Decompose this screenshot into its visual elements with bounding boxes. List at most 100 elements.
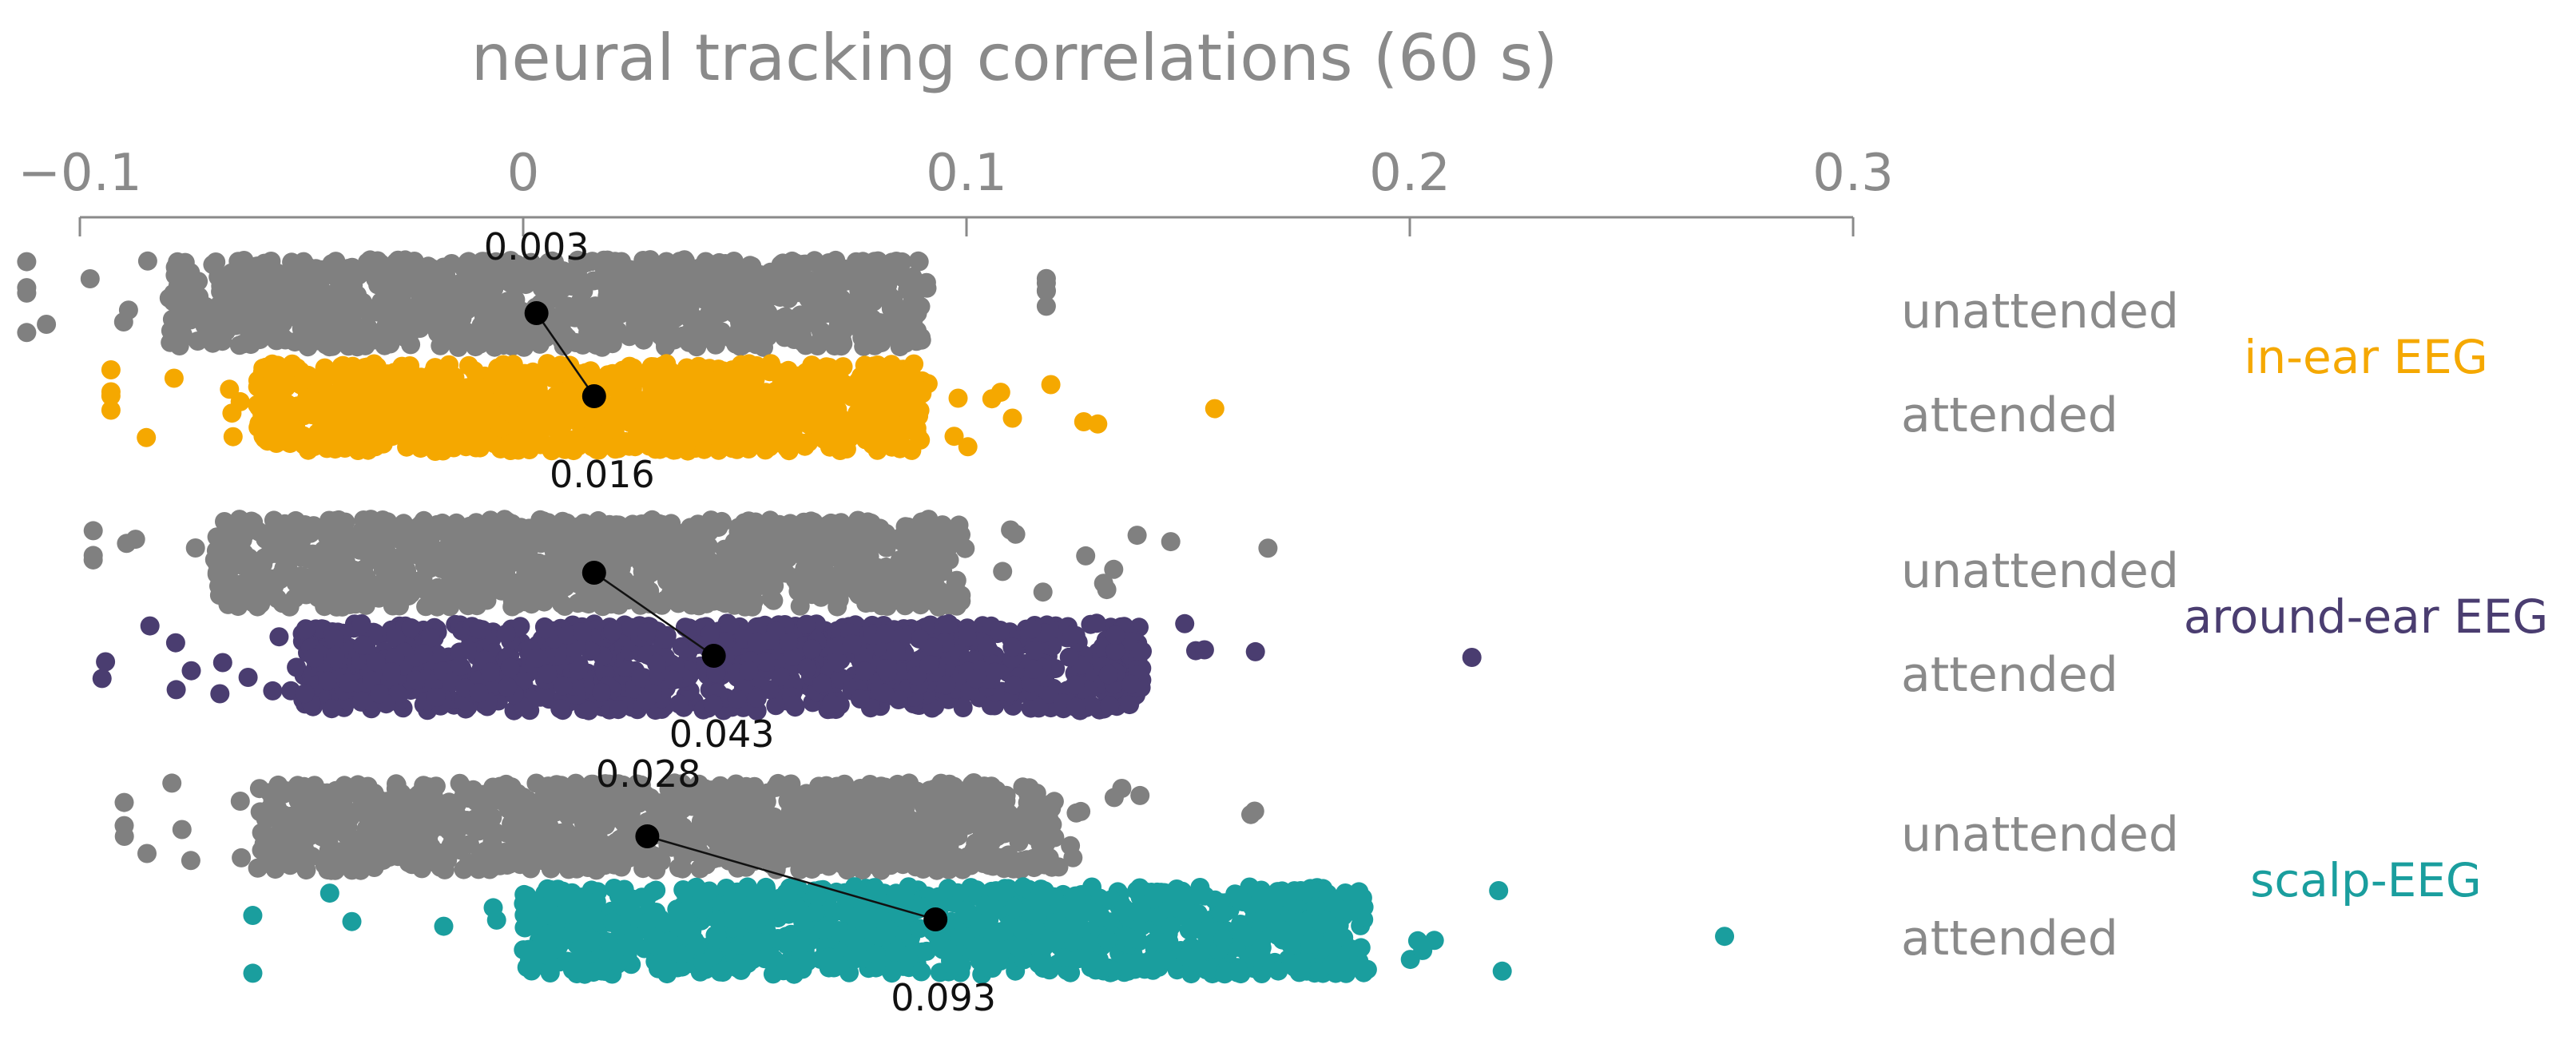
data-point — [990, 621, 1010, 640]
data-point — [386, 325, 406, 345]
data-point — [140, 616, 160, 636]
data-point — [799, 306, 819, 326]
data-point — [837, 381, 857, 401]
data-point — [125, 530, 145, 550]
data-point — [490, 439, 510, 458]
data-point — [422, 269, 442, 289]
data-point — [423, 542, 443, 561]
data-point — [389, 361, 409, 381]
data-point — [605, 532, 625, 552]
data-point — [509, 259, 529, 278]
data-point — [267, 325, 287, 345]
data-point — [708, 324, 727, 343]
data-point — [1087, 613, 1106, 633]
data-point — [637, 282, 657, 302]
data-point — [776, 276, 796, 296]
data-point — [17, 323, 37, 343]
data-point — [208, 554, 228, 574]
data-point — [868, 253, 888, 273]
data-point — [37, 315, 57, 334]
data-point — [265, 538, 285, 557]
data-point — [410, 319, 430, 338]
data-point — [1175, 613, 1195, 633]
data-point — [665, 440, 685, 460]
data-point — [592, 682, 611, 702]
data-point — [336, 532, 356, 552]
data-point — [784, 695, 804, 715]
x-tick-label: 0.3 — [1812, 144, 1894, 203]
data-point — [631, 414, 651, 434]
points-layer — [17, 250, 1735, 984]
data-point — [657, 415, 677, 435]
data-point — [358, 317, 378, 337]
data-point — [708, 440, 728, 460]
data-point — [685, 419, 705, 439]
data-point — [664, 522, 684, 542]
data-point — [275, 368, 295, 388]
data-point — [351, 614, 371, 633]
data-point — [1076, 546, 1096, 566]
data-point — [751, 526, 770, 546]
data-point — [181, 661, 201, 681]
data-point — [1105, 625, 1125, 645]
data-point — [432, 436, 451, 456]
data-point — [1065, 675, 1085, 695]
data-point — [496, 624, 516, 644]
data-point — [399, 387, 419, 407]
data-point — [567, 299, 587, 318]
data-point — [478, 577, 498, 597]
data-point — [458, 252, 478, 272]
data-point — [859, 292, 879, 312]
data-point — [320, 510, 339, 530]
data-point — [1036, 296, 1056, 316]
data-point — [470, 377, 490, 397]
data-point — [716, 574, 736, 593]
axis-title: neural tracking correlations (60 s) — [471, 21, 1558, 95]
data-point — [677, 358, 697, 378]
data-point — [642, 379, 662, 399]
data-point — [473, 403, 493, 423]
data-point — [610, 270, 630, 290]
data-point — [1258, 538, 1278, 558]
data-point — [879, 325, 899, 345]
data-point — [427, 688, 447, 707]
data-point — [581, 361, 601, 381]
data-point — [807, 277, 827, 297]
data-point — [323, 292, 343, 312]
data-point — [346, 296, 366, 316]
data-point — [222, 590, 242, 609]
data-point — [556, 533, 575, 553]
data-point — [466, 513, 486, 533]
data-point — [384, 423, 404, 443]
data-point — [730, 417, 750, 437]
data-point — [896, 534, 916, 554]
data-point — [603, 621, 623, 641]
data-point — [292, 566, 312, 586]
data-point — [882, 355, 902, 375]
data-point — [315, 358, 335, 378]
data-point — [1033, 582, 1053, 602]
data-point — [850, 689, 870, 709]
data-point — [341, 399, 361, 419]
data-point — [958, 627, 978, 647]
data-point — [876, 523, 896, 543]
data-point — [405, 407, 425, 427]
data-point — [391, 517, 411, 537]
data-point — [323, 574, 343, 594]
data-point — [495, 332, 515, 352]
data-point — [569, 661, 589, 681]
data-point — [500, 273, 520, 293]
data-point — [570, 516, 589, 536]
data-point — [777, 438, 797, 458]
data-point — [17, 278, 37, 298]
data-point — [492, 546, 512, 566]
data-point — [822, 694, 842, 714]
data-point — [326, 646, 345, 666]
x-tick-label: 0.2 — [1369, 144, 1451, 203]
data-point — [359, 525, 379, 545]
data-point — [80, 269, 100, 288]
data-point — [698, 256, 718, 276]
data-point — [958, 437, 978, 457]
data-point — [165, 633, 185, 653]
data-point — [833, 334, 853, 354]
